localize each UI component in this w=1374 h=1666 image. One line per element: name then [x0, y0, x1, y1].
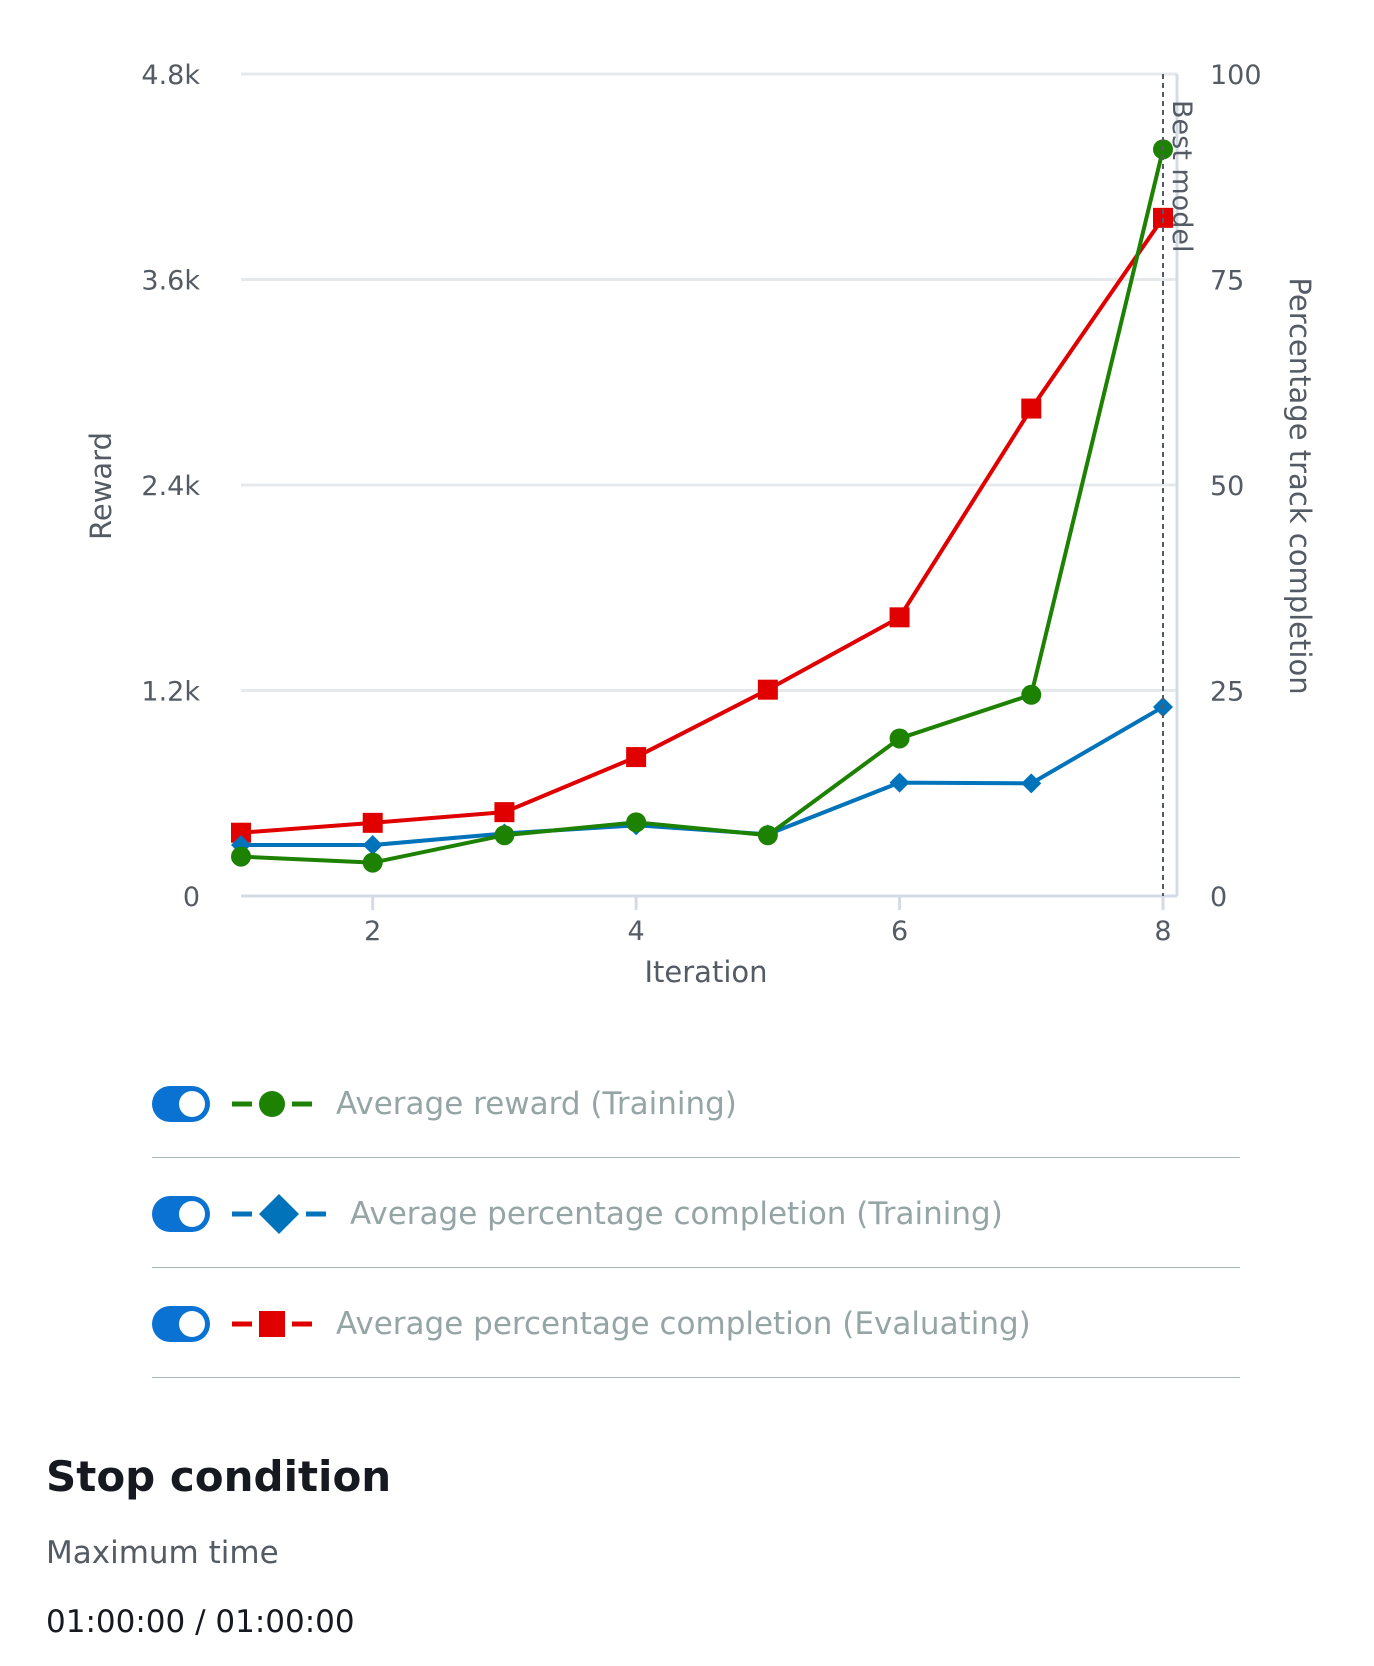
y-tick-label: 3.6k — [141, 266, 200, 297]
y2-tick-label: 50 — [1210, 471, 1244, 502]
y-axis-label: Reward — [84, 432, 118, 540]
y2-axis-label: Percentage track completion — [1283, 277, 1317, 694]
circle-icon — [232, 1090, 312, 1117]
square-icon — [232, 1310, 312, 1337]
data-point — [626, 747, 647, 768]
data-point — [1021, 398, 1042, 419]
x-tick-label: 8 — [1154, 916, 1171, 947]
y2-tick-label: 25 — [1210, 677, 1244, 708]
legend-label: Average reward (Training) — [336, 1085, 737, 1122]
y-tick-label: 4.8k — [141, 60, 200, 91]
data-point — [231, 846, 251, 867]
data-point — [889, 607, 910, 628]
chart-annotations: Best model — [1162, 74, 1197, 896]
y2-tick-label: 75 — [1210, 266, 1244, 297]
chart-tick-labels: 0 1.2k 2.4k 3.6k 4.8k 0 25 50 75 100 2 4 6 8 — [141, 60, 1261, 947]
x-axis-label: Iteration — [644, 955, 767, 989]
chart-axes — [241, 74, 1179, 910]
data-point — [626, 812, 647, 833]
legend-item: Average percentage completion (Training) — [152, 1158, 1240, 1268]
y-tick-label: 1.2k — [141, 677, 200, 708]
chart-gridlines — [241, 72, 1177, 692]
training-chart: 0 1.2k 2.4k 3.6k 4.8k 0 25 50 75 100 2 4 6 8 Best mod… — [84, 60, 1317, 989]
data-point — [231, 822, 251, 843]
legend-label: Average percentage completion (Training) — [350, 1195, 1003, 1232]
data-point — [889, 728, 910, 749]
section-title: Stop condition — [46, 1452, 392, 1501]
data-point — [494, 825, 515, 846]
data-point — [1021, 684, 1042, 705]
data-point — [362, 812, 383, 833]
x-tick-label: 4 — [628, 916, 645, 947]
y2-tick-label: 100 — [1210, 60, 1262, 91]
stop-condition-section: Stop condition Maximum time 01:00:00 / 0… — [46, 1456, 391, 1638]
series-toggle[interactable] — [152, 1305, 210, 1342]
data-point — [889, 772, 910, 793]
legend-label: Average percentage completion (Evaluatin… — [336, 1305, 1031, 1342]
data-point — [757, 679, 778, 700]
data-point — [362, 835, 383, 856]
y-tick-label: 2.4k — [141, 471, 200, 502]
toggle-knob — [179, 1090, 205, 1117]
stop-condition-label: Maximum time — [46, 1535, 279, 1571]
toggle-knob — [179, 1310, 205, 1337]
diamond-icon — [232, 1193, 326, 1234]
data-point — [757, 825, 778, 846]
series-toggle[interactable] — [152, 1195, 210, 1232]
chart-series — [231, 139, 1173, 873]
series-line — [240, 216, 1165, 835]
legend-item: Average percentage completion (Evaluatin… — [152, 1268, 1240, 1378]
y-tick-label: 0 — [183, 882, 200, 913]
x-tick-label: 2 — [364, 916, 381, 947]
stop-condition-value: 01:00:00 / 01:00:00 — [46, 1604, 355, 1640]
series-toggle[interactable] — [152, 1085, 210, 1122]
chart-legend: Average reward (Training) Average percen… — [152, 1048, 1240, 1378]
data-point — [1153, 207, 1173, 228]
series-line — [240, 148, 1165, 865]
x-tick-label: 6 — [891, 916, 908, 947]
legend-item: Average reward (Training) — [152, 1048, 1240, 1158]
data-point — [1021, 773, 1042, 794]
y2-tick-label: 0 — [1210, 882, 1227, 913]
data-point — [494, 802, 515, 823]
best-model-label: Best model — [1166, 100, 1197, 252]
toggle-knob — [179, 1200, 205, 1227]
data-point — [362, 852, 383, 873]
